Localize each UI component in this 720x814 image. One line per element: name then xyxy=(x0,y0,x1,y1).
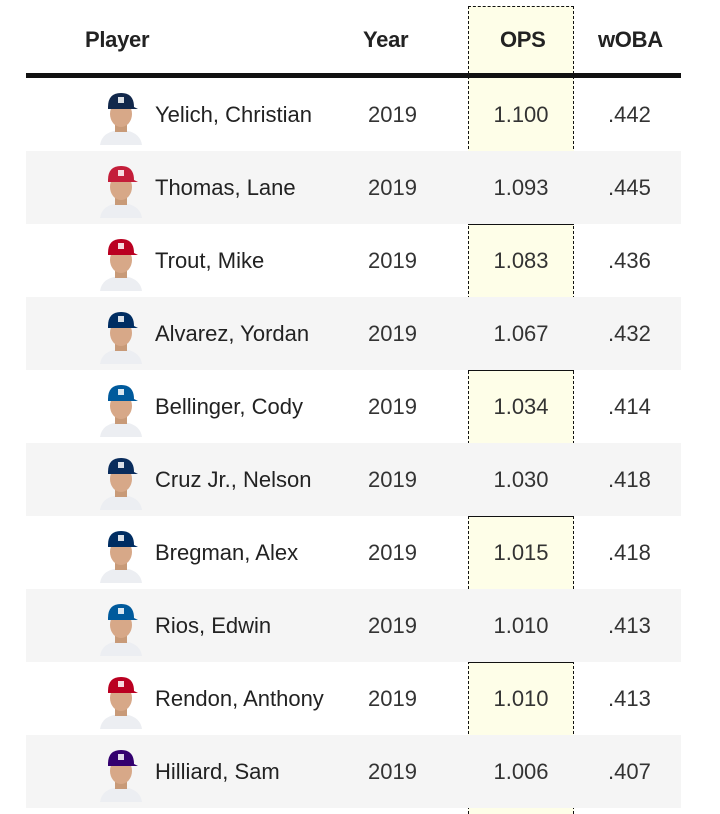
year-cell: 2019 xyxy=(368,320,417,346)
woba-cell: .413 xyxy=(608,612,651,638)
player-name[interactable]: Thomas, Lane xyxy=(155,174,296,200)
header-year[interactable]: Year xyxy=(363,27,409,52)
ops-cell: 1.010 xyxy=(493,612,549,638)
ops-cell: 1.015 xyxy=(493,539,549,565)
player-name[interactable]: Hilliard, Sam xyxy=(155,758,280,784)
year-cell: 2019 xyxy=(368,101,417,127)
player-headshot-icon xyxy=(100,458,142,510)
header-ops[interactable]: OPS xyxy=(500,27,546,52)
year-cell: 2019 xyxy=(368,174,417,200)
player-headshot-icon xyxy=(100,750,142,802)
table-row[interactable]: Trout, Mike 2019 1.083 .436 xyxy=(26,224,681,298)
table-row[interactable]: Hilliard, Sam 2019 1.006 .407 xyxy=(26,735,681,808)
ops-row-separator xyxy=(468,224,574,225)
year-cell: 2019 xyxy=(368,466,417,492)
woba-cell: .445 xyxy=(608,174,651,200)
woba-cell: .407 xyxy=(608,758,651,784)
ops-cell: 1.100 xyxy=(493,101,549,127)
ops-cell: 1.030 xyxy=(493,466,549,492)
year-cell: 2019 xyxy=(368,758,417,784)
header-woba[interactable]: wOBA xyxy=(598,27,663,52)
player-name[interactable]: Rendon, Anthony xyxy=(155,685,324,711)
woba-cell: .418 xyxy=(608,466,651,492)
player-headshot-icon xyxy=(100,312,142,364)
player-name[interactable]: Alvarez, Yordan xyxy=(155,320,310,346)
woba-cell: .418 xyxy=(608,539,651,565)
header-player[interactable]: Player xyxy=(85,27,150,52)
player-name[interactable]: Bellinger, Cody xyxy=(155,393,303,419)
woba-cell: .442 xyxy=(608,101,651,127)
year-cell: 2019 xyxy=(368,393,417,419)
player-headshot-icon xyxy=(100,531,142,583)
ops-highlight-column xyxy=(468,6,574,814)
woba-cell: .414 xyxy=(608,393,651,419)
table-row[interactable]: Bregman, Alex 2019 1.015 .418 xyxy=(26,516,681,590)
woba-cell: .432 xyxy=(608,320,651,346)
player-headshot-icon xyxy=(100,604,142,656)
player-headshot-icon xyxy=(100,239,142,291)
table-row[interactable]: Yelich, Christian 2019 1.100 .442 xyxy=(26,78,681,152)
table-row[interactable]: Rendon, Anthony 2019 1.010 .413 xyxy=(26,662,681,736)
ops-cell: 1.006 xyxy=(493,758,549,784)
ops-cell: 1.093 xyxy=(493,174,549,200)
woba-cell: .436 xyxy=(608,247,651,273)
table-row[interactable]: Cruz Jr., Nelson 2019 1.030 .418 xyxy=(26,443,681,517)
table-row[interactable]: Alvarez, Yordan 2019 1.067 .432 xyxy=(26,297,681,371)
ops-row-separator xyxy=(468,662,574,663)
player-name[interactable]: Bregman, Alex xyxy=(155,539,299,565)
year-cell: 2019 xyxy=(368,685,417,711)
ops-row-separator xyxy=(468,516,574,517)
player-headshot-icon xyxy=(100,677,142,729)
table-row[interactable]: Thomas, Lane 2019 1.093 .445 xyxy=(26,151,681,225)
player-headshot-icon xyxy=(100,385,142,437)
ops-row-separator xyxy=(468,370,574,371)
player-headshot-icon xyxy=(100,93,142,145)
woba-cell: .413 xyxy=(608,685,651,711)
table-body: Yelich, Christian 2019 1.100 .442 Thomas, La… xyxy=(26,78,681,808)
year-cell: 2019 xyxy=(368,539,417,565)
ops-cell: 1.083 xyxy=(493,247,549,273)
table-header: Player Year OPS wOBA xyxy=(26,0,681,78)
player-headshot-icon xyxy=(100,166,142,218)
table-row[interactable]: Rios, Edwin 2019 1.010 .413 xyxy=(26,589,681,663)
player-name[interactable]: Rios, Edwin xyxy=(155,612,272,638)
leaderboard-table: Player Year OPS wOBA Yelich, Christian 20… xyxy=(26,0,681,814)
table-row[interactable]: Bellinger, Cody 2019 1.034 .414 xyxy=(26,370,681,444)
ops-cell: 1.034 xyxy=(493,393,549,419)
year-cell: 2019 xyxy=(368,612,417,638)
ops-cell: 1.010 xyxy=(493,685,549,711)
player-name[interactable]: Cruz Jr., Nelson xyxy=(155,466,312,492)
header-rule xyxy=(26,73,681,78)
player-name[interactable]: Yelich, Christian xyxy=(155,101,312,127)
year-cell: 2019 xyxy=(368,247,417,273)
player-name[interactable]: Trout, Mike xyxy=(155,247,265,273)
ops-cell: 1.067 xyxy=(493,320,549,346)
